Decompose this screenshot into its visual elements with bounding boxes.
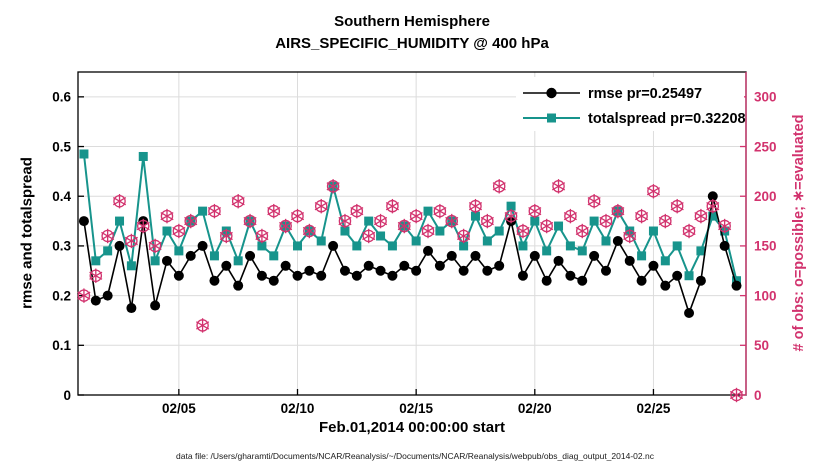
svg-text:0.6: 0.6: [52, 90, 71, 105]
svg-text:02/20: 02/20: [518, 401, 552, 416]
legend-label-rmse: rmse pr=0.25497: [588, 86, 702, 102]
data-file-caption: data file: /Users/gharamti/Documents/NCA…: [176, 451, 654, 461]
chart-subtitle: AIRS_SPECIFIC_HUMIDITY @ 400 hPa: [275, 35, 549, 52]
obs-possible-markers: [77, 180, 743, 402]
svg-text:250: 250: [754, 139, 777, 154]
svg-text:0.3: 0.3: [52, 239, 71, 254]
svg-text:200: 200: [754, 189, 777, 204]
legend: rmse pr=0.25497 totalspread pr=0.32208: [516, 77, 746, 131]
x-axis-ticks: 02/05 02/10 02/15 02/20 02/25: [162, 389, 671, 416]
svg-text:0.2: 0.2: [52, 288, 71, 303]
legend-label-totalspread: totalspread pr=0.32208: [588, 111, 746, 127]
svg-text:50: 50: [754, 338, 769, 353]
svg-text:0.1: 0.1: [52, 338, 71, 353]
svg-text:02/10: 02/10: [281, 401, 315, 416]
rmse-series: [78, 191, 742, 319]
svg-text:02/15: 02/15: [399, 401, 433, 416]
svg-text:0.4: 0.4: [52, 189, 71, 204]
svg-text:02/05: 02/05: [162, 401, 196, 416]
svg-text:150: 150: [754, 239, 777, 254]
y-axis-ticks-left: 0 0.1 0.2 0.3 0.4 0.5 0.6: [52, 90, 84, 403]
svg-text:0: 0: [754, 388, 762, 403]
svg-text:0: 0: [63, 388, 71, 403]
obs-evaluated-markers: [77, 179, 744, 403]
x-axis-label: Feb.01,2014 00:00:00 start: [319, 419, 505, 436]
svg-text:0.5: 0.5: [52, 139, 71, 154]
svg-text:02/25: 02/25: [637, 401, 671, 416]
svg-text:100: 100: [754, 288, 777, 303]
y-axis-ticks-right: 0 50 100 150 200 250 300: [740, 90, 777, 403]
svg-text:300: 300: [754, 90, 777, 105]
chart-title: Southern Hemisphere: [334, 13, 490, 30]
